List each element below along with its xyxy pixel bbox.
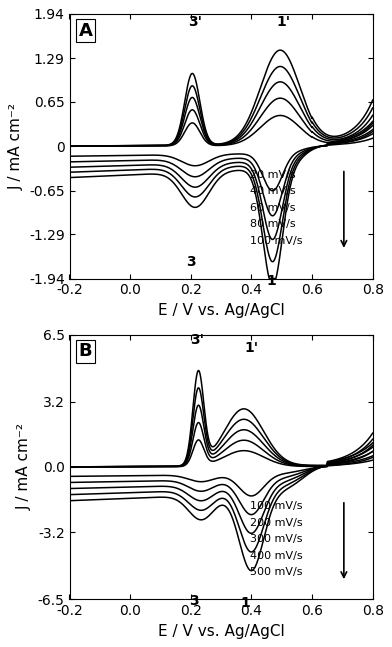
Text: 1': 1': [244, 341, 258, 355]
Text: 3': 3': [190, 333, 204, 347]
Text: 60 mV/s: 60 mV/s: [250, 203, 296, 213]
Y-axis label: J / mA cm⁻²: J / mA cm⁻²: [8, 103, 24, 190]
Text: 3': 3': [188, 15, 202, 29]
Text: 400 mV/s: 400 mV/s: [250, 551, 303, 560]
Text: 100 mV/s: 100 mV/s: [250, 501, 302, 511]
Text: 1': 1': [276, 15, 290, 29]
Text: A: A: [78, 22, 93, 39]
Text: 200 mV/s: 200 mV/s: [250, 518, 303, 528]
Y-axis label: J / mA cm⁻²: J / mA cm⁻²: [17, 423, 32, 510]
Text: 100 mV/s: 100 mV/s: [250, 236, 302, 246]
Text: B: B: [78, 342, 92, 360]
Text: 80 mV/s: 80 mV/s: [250, 219, 296, 229]
Text: 3: 3: [189, 594, 199, 608]
X-axis label: E / V vs. Ag/AgCl: E / V vs. Ag/AgCl: [158, 303, 285, 318]
Text: 500 mV/s: 500 mV/s: [250, 567, 302, 577]
X-axis label: E / V vs. Ag/AgCl: E / V vs. Ag/AgCl: [158, 624, 285, 639]
Text: 40 mV/s: 40 mV/s: [250, 186, 296, 197]
Text: 300 mV/s: 300 mV/s: [250, 534, 302, 544]
Text: 1: 1: [240, 596, 250, 610]
Text: 20 mV/s: 20 mV/s: [250, 170, 296, 180]
Text: 1: 1: [266, 274, 276, 289]
Text: 3: 3: [186, 256, 196, 269]
